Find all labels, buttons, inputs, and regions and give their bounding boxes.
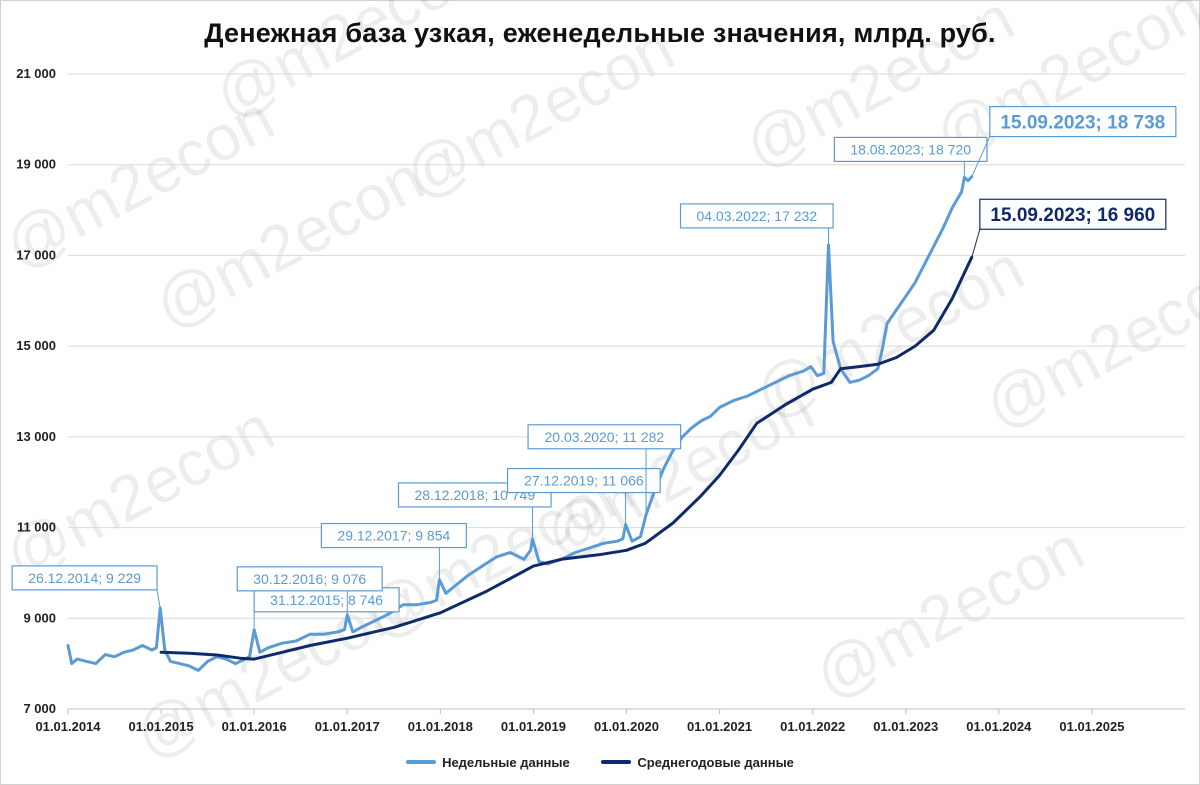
annotation-box [989, 105, 1177, 138]
legend-swatch-annual [601, 760, 632, 764]
annotation-label: 30.12.2016; 9 076 [253, 571, 366, 587]
annotation-box [320, 522, 467, 549]
annotation: 20.03.2020; 11 282 [527, 424, 682, 515]
annotation-leader [971, 136, 991, 177]
annotation: 27.12.2019; 11 066 [506, 467, 661, 525]
annotation: 26.12.2014; 9 229 [11, 565, 161, 608]
x-tick-label: 01.01.2015 [129, 719, 194, 734]
annotation-box [979, 198, 1167, 230]
annotation-box [833, 136, 988, 163]
x-tick-label: 01.01.2016 [222, 719, 287, 734]
annotation-box [527, 424, 682, 450]
annotation-label: 20.03.2020; 11 282 [545, 429, 665, 445]
annotation-label: 18.08.2023; 18 720 [850, 141, 971, 157]
annotation-leader [971, 229, 981, 258]
y-tick-label: 13 000 [16, 429, 56, 444]
legend-swatch-weekly [406, 760, 437, 764]
annotation: 15.09.2023; 18 738 [971, 105, 1177, 177]
watermark-text: @m2econ [803, 511, 1095, 712]
annotation-leader [156, 589, 161, 608]
annotation: 29.12.2017; 9 854 [320, 522, 467, 580]
annotation-label: 26.12.2014; 9 229 [28, 570, 141, 586]
y-tick-label: 19 000 [16, 157, 56, 172]
x-tick-label: 01.01.2018 [408, 719, 473, 734]
annotation-box [236, 566, 383, 592]
annotation-box [11, 565, 158, 591]
x-axis: 01.01.2014 01.01.2015 01.01.2016 01.01.2017… [35, 709, 1124, 734]
x-tick-label: 01.01.2023 [873, 719, 938, 734]
annotation-label: 27.12.2019; 11 066 [524, 473, 644, 489]
legend-label-weekly: Недельные данные [442, 754, 570, 770]
x-tick-label: 01.01.2014 [35, 719, 101, 734]
x-tick-label: 01.01.2017 [315, 719, 380, 734]
annotation-label: 15.09.2023; 16 960 [990, 205, 1155, 226]
y-tick-label: 7 000 [23, 701, 56, 716]
y-tick-label: 21 000 [16, 66, 56, 81]
series-layer [66, 175, 974, 672]
annotation: 04.03.2022; 17 232 [679, 203, 834, 245]
x-tick-label: 01.01.2022 [780, 719, 845, 734]
annotation: 30.12.2016; 9 076 [236, 566, 383, 615]
annotation: 15.09.2023; 16 960 [971, 198, 1167, 258]
x-tick-label: 01.01.2025 [1059, 719, 1124, 734]
annotation: 31.12.2015; 8 746 [253, 587, 400, 630]
y-tick-label: 11 000 [17, 520, 56, 535]
x-tick-label: 01.01.2024 [966, 719, 1032, 734]
y-tick-label: 15 000 [16, 338, 56, 353]
annotation-box [506, 467, 661, 494]
legend-item-annual: Среднегодовые данные [601, 755, 794, 770]
annotation-box [679, 203, 834, 229]
watermark-text: @m2econ [393, 11, 685, 212]
annotation-label: 28.12.2018; 10 749 [414, 487, 535, 503]
chart-title: Денежная база узкая, еженедельные значен… [204, 18, 996, 48]
y-axis: 7 000 9 000 11 000 13 000 15 000 17 000 19 000… [16, 66, 56, 716]
legend-item-weekly: Недельные данные [406, 755, 570, 770]
series-line-weekly [66, 175, 974, 672]
annotation-label: 15.09.2023; 18 738 [1000, 113, 1165, 134]
watermark-text: @m2econ [203, 0, 495, 132]
watermark-text: @m2econ [0, 391, 285, 592]
annotation-label: 04.03.2022; 17 232 [696, 208, 817, 224]
series-line-annual [159, 255, 974, 661]
annotation-label: 31.12.2015; 8 746 [270, 592, 383, 608]
y-tick-label: 9 000 [23, 610, 56, 625]
x-tick-label: 01.01.2020 [594, 719, 659, 734]
legend: Недельные данные Среднегодовые данные [0, 752, 1200, 770]
x-tick-label: 01.01.2019 [501, 719, 566, 734]
legend-label-annual: Среднегодовые данные [637, 754, 794, 770]
annotation-layer: 26.12.2014; 9 229 31.12.2015; 8 746 30.12.… [11, 105, 1177, 630]
y-tick-label: 17 000 [16, 247, 56, 262]
annotation: 18.08.2023; 18 720 [833, 136, 988, 178]
x-tick-label: 01.01.2021 [687, 719, 752, 734]
annotation-label: 29.12.2017; 9 854 [337, 528, 450, 544]
